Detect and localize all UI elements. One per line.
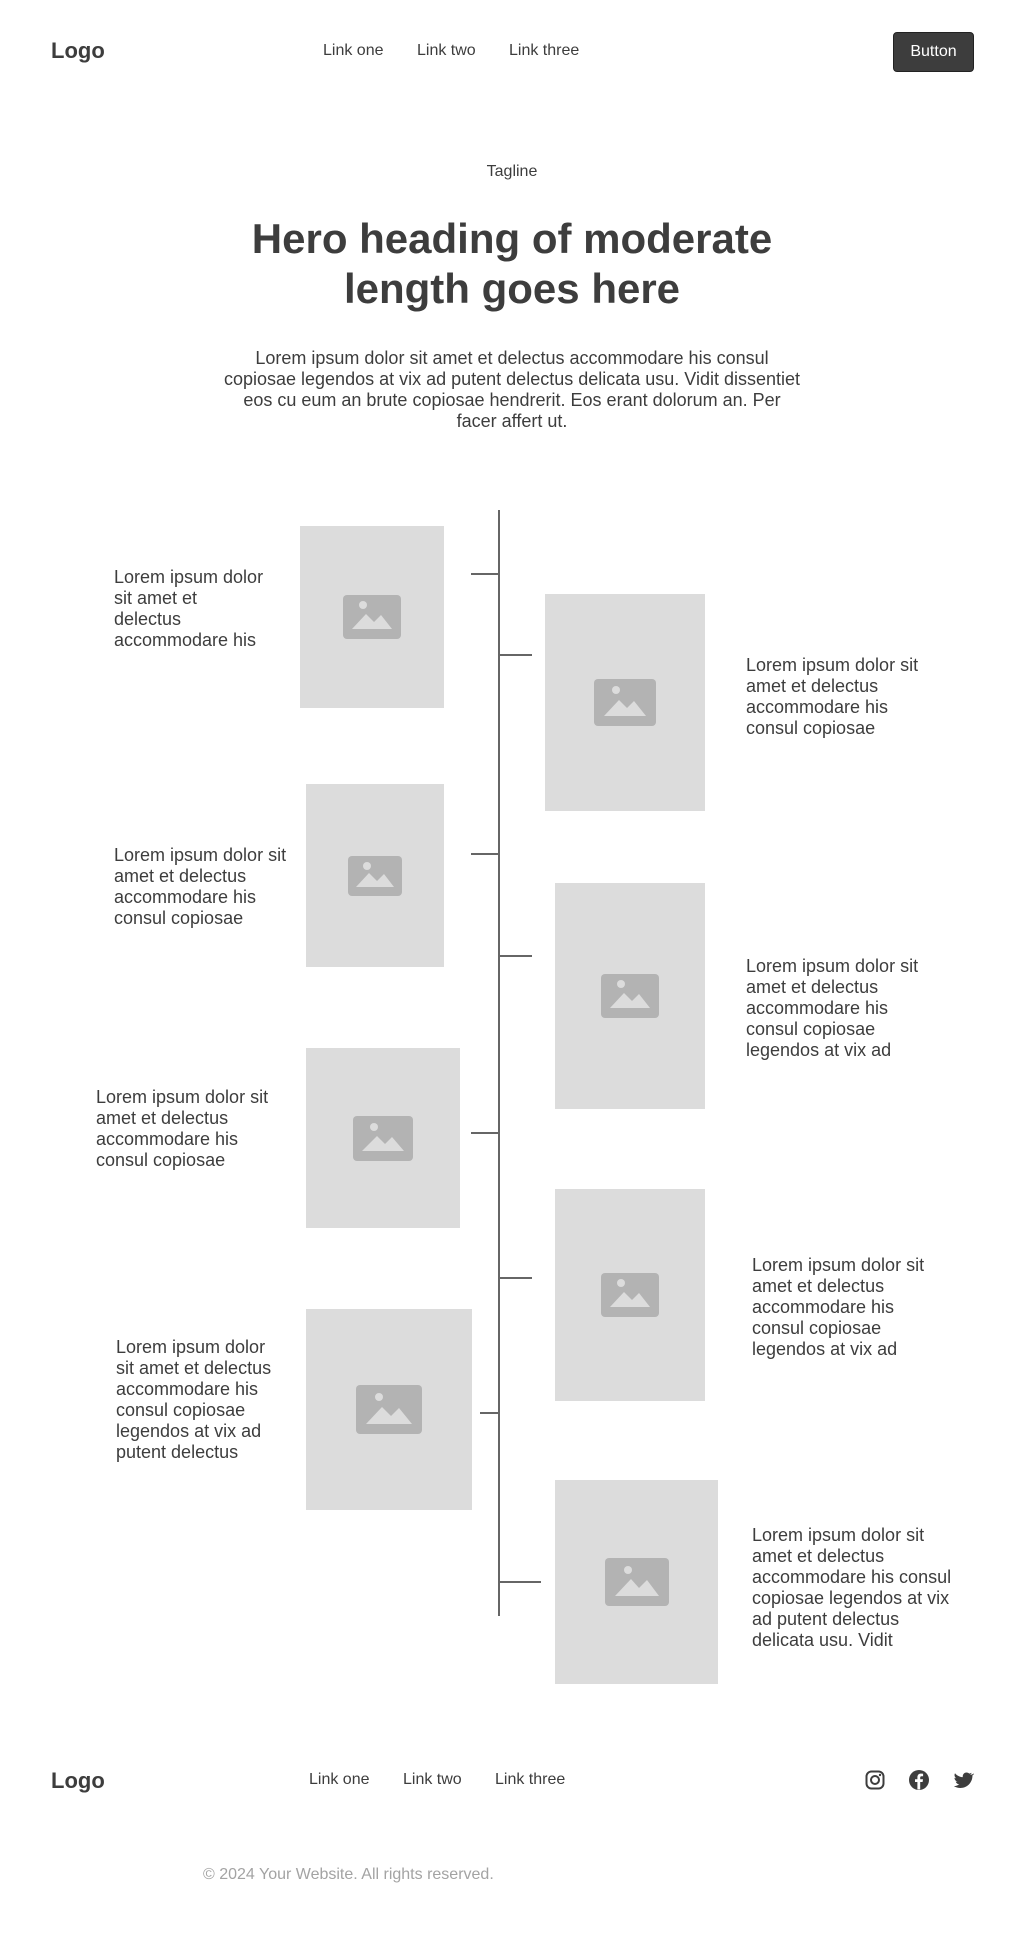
image-placeholder-icon <box>356 1385 422 1434</box>
timeline-item-text: Lorem ipsum dolor sit amet et delectus a… <box>752 1255 925 1359</box>
timeline-connector <box>471 573 499 575</box>
timeline-connector <box>499 955 532 957</box>
timeline-item-text: Lorem ipsum dolor sit amet et delectus a… <box>114 845 287 928</box>
nav-link-two[interactable]: Link two <box>417 42 476 59</box>
timeline-item-text: Lorem ipsum dolor sit amet et delectus a… <box>116 1337 272 1462</box>
image-placeholder-icon <box>594 679 656 726</box>
timeline-item-text: Lorem ipsum dolor sit amet et delectus a… <box>752 1525 952 1650</box>
timeline-image <box>306 784 444 967</box>
timeline-image <box>300 526 444 708</box>
timeline-image <box>555 1189 705 1401</box>
timeline-item-text: Lorem ipsum dolor sit amet et delectus a… <box>96 1087 269 1170</box>
nav-link-three[interactable]: Link three <box>509 42 580 59</box>
timeline-image <box>555 1480 718 1684</box>
timeline-image <box>306 1309 472 1510</box>
copyright-text: © 2024 Your Website. All rights reserved… <box>203 1866 494 1883</box>
timeline-image <box>545 594 705 811</box>
instagram-icon[interactable] <box>864 1769 886 1791</box>
image-placeholder-icon <box>348 855 402 896</box>
hero-heading: Hero heading of moderate length goes her… <box>251 215 773 312</box>
hero-tagline: Tagline <box>486 163 538 180</box>
image-placeholder-icon <box>601 974 659 1018</box>
header-button[interactable]: Button <box>893 32 974 72</box>
header-logo[interactable]: Logo <box>51 38 105 63</box>
image-placeholder-icon <box>601 1273 659 1317</box>
timeline-connector <box>499 1581 541 1583</box>
footer-link-three[interactable]: Link three <box>495 1771 566 1788</box>
timeline-item-text: Lorem ipsum dolor sit amet et delectus a… <box>746 655 919 738</box>
timeline-connector <box>471 1132 499 1134</box>
site-header: Logo Link one Link two Link three Button <box>0 0 1024 104</box>
timeline-connector <box>499 1277 532 1279</box>
timeline-item-text: Lorem ipsum dolor sit amet et delectus a… <box>114 567 264 650</box>
nav-link-one[interactable]: Link one <box>323 42 384 59</box>
footer-link-one[interactable]: Link one <box>309 1771 370 1788</box>
timeline-axis <box>498 510 500 1616</box>
image-placeholder-icon <box>353 1115 413 1161</box>
timeline-connector <box>471 853 499 855</box>
image-placeholder-icon <box>343 595 401 639</box>
hero-paragraph: Lorem ipsum dolor sit amet et delectus a… <box>223 348 801 431</box>
timeline-item-text: Lorem ipsum dolor sit amet et delectus a… <box>746 956 919 1060</box>
timeline-connector <box>480 1412 499 1414</box>
timeline-connector <box>499 654 532 656</box>
timeline-image <box>306 1048 460 1228</box>
footer-link-two[interactable]: Link two <box>403 1771 462 1788</box>
footer-logo[interactable]: Logo <box>51 1768 105 1793</box>
timeline-image <box>555 883 705 1109</box>
image-placeholder-icon <box>604 1558 669 1606</box>
twitter-icon[interactable] <box>952 1769 975 1791</box>
facebook-icon[interactable] <box>908 1769 930 1791</box>
